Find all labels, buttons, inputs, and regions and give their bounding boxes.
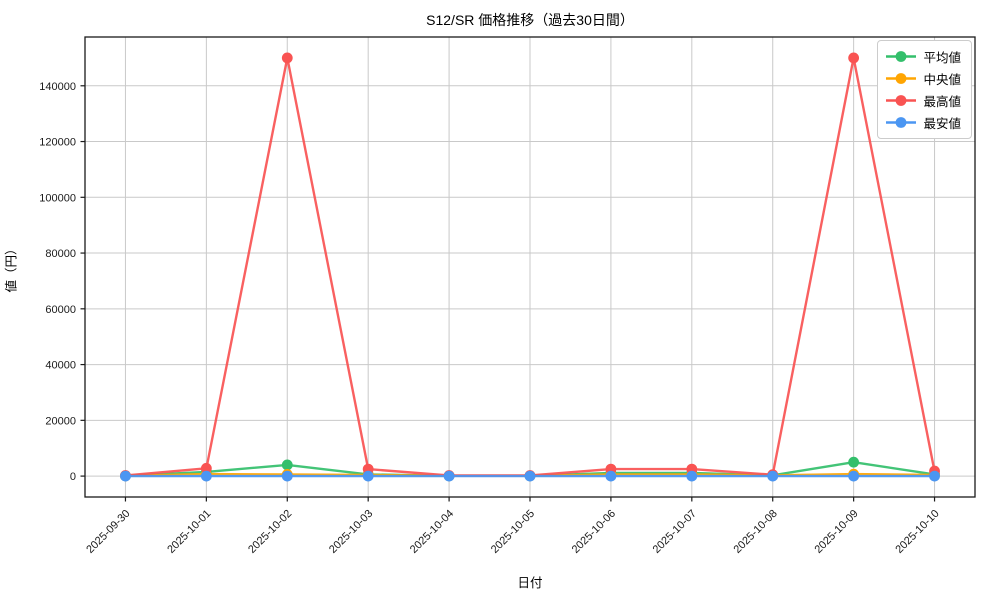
y-tick-label: 80000 bbox=[45, 248, 76, 260]
legend-item: 平均値 bbox=[885, 47, 961, 66]
legend-marker-icon bbox=[886, 117, 917, 128]
legend-item: 最高値 bbox=[885, 91, 961, 110]
legend-item-label: 中央値 bbox=[923, 73, 961, 87]
legend-marker-icon bbox=[886, 95, 917, 106]
y-tick-label: 120000 bbox=[39, 137, 76, 149]
legend-item-label: 平均値 bbox=[923, 51, 961, 65]
chart-title: S12/SR 価格推移（過去30日間） bbox=[426, 12, 634, 28]
y-tick-label: 140000 bbox=[39, 81, 76, 93]
legend-marker-icon bbox=[886, 73, 917, 84]
x-tick-label: 2025-10-10 bbox=[893, 508, 941, 556]
legend-item-label: 最高値 bbox=[923, 95, 961, 109]
x-tick-label: 2025-10-01 bbox=[165, 508, 213, 556]
x-axis-label: 日付 bbox=[517, 576, 543, 590]
x-tick-label: 2025-10-07 bbox=[651, 508, 699, 556]
legend-item: 中央値 bbox=[885, 69, 961, 88]
x-tick-label: 2025-09-30 bbox=[84, 508, 132, 556]
y-tick-label: 0 bbox=[70, 471, 76, 483]
x-tick-label: 2025-10-02 bbox=[246, 508, 294, 556]
y-tick-label: 40000 bbox=[45, 360, 76, 372]
legend: 平均値中央値最高値最安値 bbox=[877, 40, 972, 139]
y-tick-label: 60000 bbox=[45, 304, 76, 316]
legend-item: 最安値 bbox=[885, 113, 961, 132]
x-tick-label: 2025-10-04 bbox=[408, 508, 456, 556]
x-tick-label: 2025-10-05 bbox=[489, 508, 537, 556]
x-tick-label: 2025-10-09 bbox=[812, 508, 860, 556]
y-axis-label: 値（円） bbox=[4, 242, 19, 293]
x-tick-label: 2025-10-08 bbox=[732, 508, 780, 556]
x-tick-label: 2025-10-06 bbox=[570, 508, 618, 556]
y-tick-label: 100000 bbox=[39, 192, 76, 204]
legend-marker-icon bbox=[886, 51, 917, 62]
x-tick-label: 2025-10-03 bbox=[327, 508, 375, 556]
y-tick-label: 20000 bbox=[45, 415, 76, 427]
legend-item-label: 最安値 bbox=[923, 117, 961, 131]
